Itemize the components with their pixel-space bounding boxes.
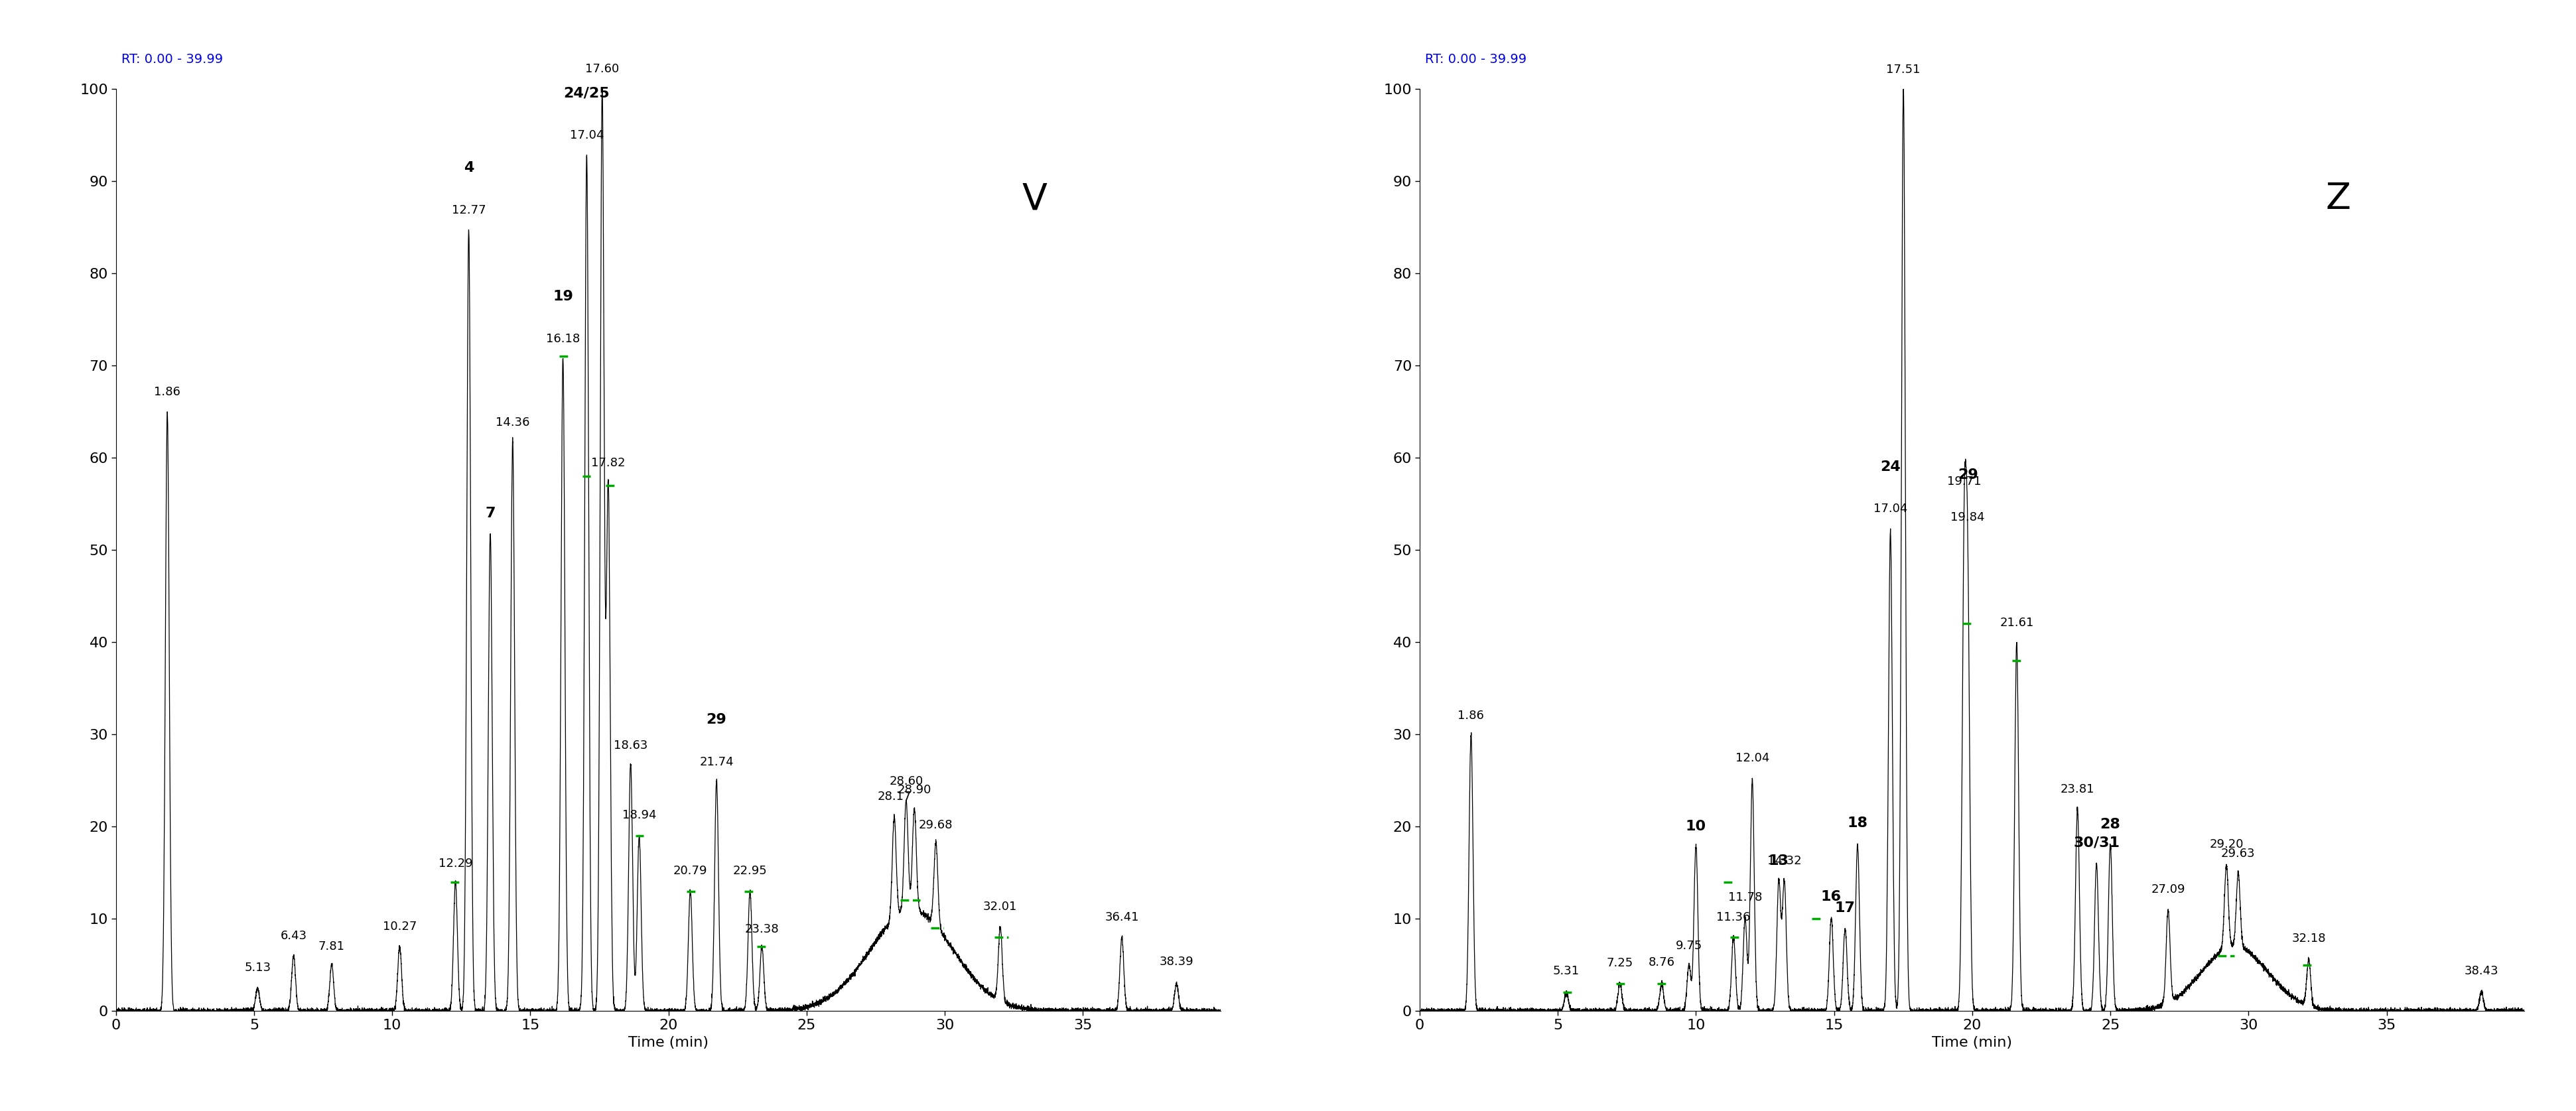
Text: 17.51: 17.51: [1886, 63, 1922, 76]
Text: 20.79: 20.79: [672, 864, 708, 877]
Text: 14.36: 14.36: [495, 417, 531, 429]
Text: 19.71: 19.71: [1947, 476, 1981, 488]
Text: 6.43: 6.43: [281, 930, 307, 942]
Text: 16: 16: [1821, 890, 1842, 903]
Text: 10: 10: [1685, 820, 1705, 833]
Text: 38.43: 38.43: [2465, 965, 2499, 977]
Text: 18: 18: [1847, 817, 1868, 830]
Text: 11.78: 11.78: [1728, 892, 1762, 903]
Text: 13: 13: [1770, 854, 1790, 868]
Text: 23.38: 23.38: [744, 923, 778, 935]
Text: RT: 0.00 - 39.99: RT: 0.00 - 39.99: [1425, 53, 1528, 66]
Text: 7.25: 7.25: [1607, 957, 1633, 969]
Text: 38.39: 38.39: [1159, 957, 1193, 968]
Text: 17.82: 17.82: [590, 457, 626, 469]
Text: RT: 0.00 - 39.99: RT: 0.00 - 39.99: [121, 53, 224, 66]
Text: 36.41: 36.41: [1105, 911, 1139, 923]
Text: 32.01: 32.01: [984, 901, 1018, 913]
Text: 19: 19: [554, 290, 574, 303]
Text: 29: 29: [1958, 468, 1978, 481]
Text: 18.63: 18.63: [613, 740, 647, 752]
Text: 27.09: 27.09: [2151, 883, 2184, 895]
Text: 22.95: 22.95: [732, 864, 768, 877]
Text: 17: 17: [1834, 901, 1855, 914]
Text: 29.68: 29.68: [920, 820, 953, 831]
Text: 11.36: 11.36: [1716, 911, 1752, 923]
Text: 24: 24: [1880, 460, 1901, 473]
Text: 17.04: 17.04: [1873, 503, 1906, 514]
Text: 28.17: 28.17: [876, 791, 912, 802]
Text: 29: 29: [706, 713, 726, 727]
Text: 9.75: 9.75: [1674, 940, 1703, 952]
Text: 12.77: 12.77: [451, 204, 487, 216]
Text: 28.60: 28.60: [889, 775, 922, 787]
Text: V: V: [1023, 181, 1046, 217]
Text: 29.63: 29.63: [2221, 848, 2257, 860]
Text: 23.81: 23.81: [2061, 783, 2094, 795]
Text: 7.81: 7.81: [319, 941, 345, 952]
Text: 29.20: 29.20: [2210, 839, 2244, 850]
Text: 1.86: 1.86: [155, 386, 180, 398]
Text: 4: 4: [464, 161, 474, 174]
Text: 17.04: 17.04: [569, 129, 603, 141]
Text: 7: 7: [484, 507, 495, 520]
Text: 12.04: 12.04: [1736, 752, 1770, 764]
Text: 5.13: 5.13: [245, 962, 270, 974]
Text: 28.90: 28.90: [896, 784, 933, 797]
Text: 18.94: 18.94: [623, 810, 657, 821]
Text: 5.31: 5.31: [1553, 965, 1579, 977]
Text: 16.18: 16.18: [546, 332, 580, 344]
Text: 12.29: 12.29: [438, 858, 471, 870]
Text: 8.76: 8.76: [1649, 957, 1674, 969]
Text: 28: 28: [2099, 818, 2120, 831]
Text: 24/25: 24/25: [564, 87, 611, 100]
Text: 19.84: 19.84: [1950, 511, 1986, 523]
Text: Z: Z: [2326, 181, 2352, 217]
Text: 30/31: 30/31: [2074, 835, 2120, 849]
X-axis label: Time (min): Time (min): [629, 1035, 708, 1049]
Text: 21.74: 21.74: [701, 755, 734, 768]
Text: 21.61: 21.61: [1999, 617, 2032, 629]
Text: 10.27: 10.27: [384, 921, 417, 932]
X-axis label: Time (min): Time (min): [1932, 1035, 2012, 1049]
Text: 32.18: 32.18: [2293, 932, 2326, 944]
Text: 1.86: 1.86: [1458, 710, 1484, 722]
Text: 17.60: 17.60: [585, 63, 618, 76]
Text: 14.32: 14.32: [1767, 855, 1801, 867]
